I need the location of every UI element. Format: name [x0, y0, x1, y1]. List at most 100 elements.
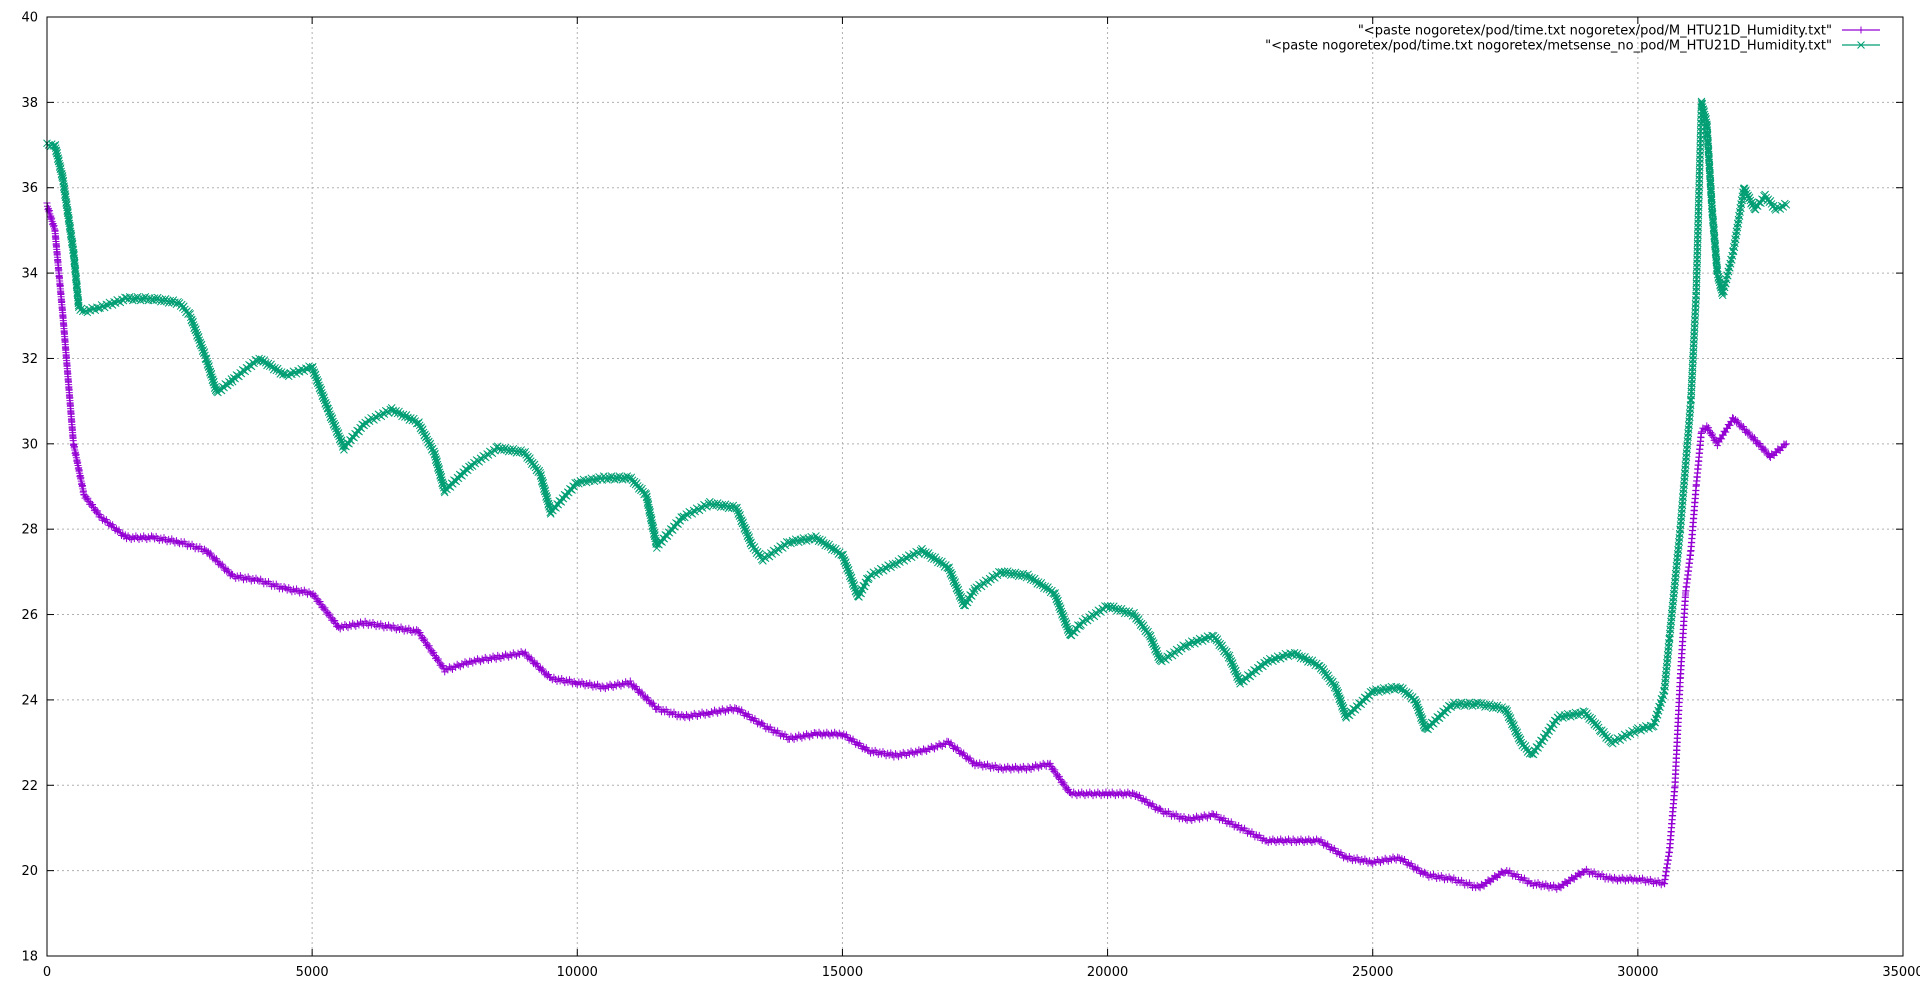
cross-marker	[198, 343, 206, 352]
plus-marker	[1626, 873, 1634, 881]
plus-marker	[414, 627, 422, 635]
cross-marker	[200, 348, 209, 356]
plus-marker	[316, 598, 324, 606]
plus-marker	[1704, 425, 1712, 433]
plus-marker	[728, 705, 736, 713]
cross-marker	[846, 571, 855, 580]
plus-marker	[706, 711, 714, 719]
plus-marker	[828, 729, 836, 737]
plus-marker	[1294, 836, 1302, 844]
cross-marker	[192, 328, 201, 337]
plus-marker	[1305, 835, 1313, 843]
plus-marker	[224, 566, 232, 574]
grid-lines	[47, 17, 1903, 956]
cross-marker	[945, 566, 954, 575]
plus-marker	[1606, 873, 1614, 881]
cross-marker	[319, 391, 327, 399]
cross-marker	[545, 501, 554, 510]
plus-marker	[644, 694, 652, 702]
plus-marker	[497, 655, 505, 663]
plus-marker	[1051, 766, 1059, 774]
plus-marker	[1607, 874, 1615, 882]
cross-marker	[951, 578, 960, 586]
series-layer	[43, 97, 1791, 893]
plus-marker	[649, 699, 657, 707]
plus-marker	[1196, 815, 1204, 823]
cross-marker	[195, 336, 204, 345]
plus-marker	[1756, 439, 1764, 447]
plus-marker	[1718, 435, 1726, 443]
plus-marker	[1751, 434, 1759, 442]
x-tick-label: 10000	[557, 965, 598, 980]
plus-marker	[1734, 417, 1742, 425]
plus-marker	[437, 660, 445, 668]
x-tick-label: 25000	[1352, 965, 1393, 980]
plus-marker	[998, 764, 1006, 772]
plus-marker	[1066, 789, 1074, 797]
plus-marker	[505, 653, 513, 661]
plus-marker	[132, 532, 140, 540]
cross-marker	[320, 393, 328, 402]
legend-label: "<paste nogoretex/pod/time.txt nogoretex…	[1358, 24, 1832, 39]
plus-marker	[1091, 789, 1099, 797]
y-tick-label: 32	[21, 352, 38, 367]
plus-marker	[1075, 789, 1083, 797]
plus-marker	[895, 753, 903, 761]
plus-marker	[469, 659, 477, 667]
plus-marker	[1188, 816, 1196, 824]
plus-marker	[1078, 788, 1086, 796]
series-1	[43, 199, 1790, 893]
cross-marker	[336, 434, 345, 443]
plus-marker	[280, 583, 288, 591]
plus-marker	[806, 733, 814, 741]
plus-marker	[632, 683, 640, 691]
plus-marker	[807, 730, 815, 738]
plus-marker	[572, 679, 580, 687]
plus-marker	[1263, 837, 1271, 845]
plus-marker	[1270, 837, 1278, 845]
plus-marker	[1071, 790, 1079, 798]
plus-marker	[790, 735, 798, 743]
plus-marker	[1391, 855, 1399, 863]
plus-marker	[416, 628, 424, 636]
plus-marker	[1070, 788, 1078, 796]
cross-marker	[328, 414, 337, 423]
plus-marker	[431, 651, 439, 659]
cross-marker	[334, 429, 343, 437]
cross-marker	[466, 463, 474, 472]
x-tick-label: 30000	[1617, 965, 1658, 980]
plus-marker	[1013, 764, 1021, 772]
plus-marker	[1722, 428, 1730, 436]
plus-marker	[1274, 836, 1282, 844]
cross-marker	[955, 588, 963, 597]
plus-marker	[714, 709, 722, 717]
plus-marker	[1203, 814, 1211, 822]
plus-marker	[419, 633, 427, 641]
y-tick-label: 38	[21, 96, 38, 111]
cross-marker	[205, 362, 213, 370]
cross-marker	[325, 406, 334, 415]
plus-marker	[609, 683, 617, 691]
plus-marker	[212, 555, 220, 563]
plus-marker	[1086, 788, 1094, 796]
plus-marker	[435, 658, 443, 666]
plus-marker	[1610, 873, 1618, 881]
y-tick-label: 18	[21, 950, 38, 965]
plus-marker	[321, 604, 329, 612]
cross-marker	[208, 375, 217, 384]
plus-marker	[831, 728, 839, 736]
plus-marker	[1615, 874, 1623, 882]
cross-marker	[329, 417, 337, 426]
plus-marker	[133, 534, 141, 542]
cross-marker	[186, 310, 195, 318]
plus-marker	[812, 729, 820, 737]
cross-marker	[733, 506, 742, 515]
cross-marker	[956, 590, 964, 599]
cross-marker	[313, 375, 322, 384]
plus-marker	[386, 623, 394, 631]
cross-marker	[193, 330, 202, 339]
plus-marker	[1620, 875, 1628, 883]
plus-marker	[721, 708, 729, 716]
y-tick-label: 26	[21, 608, 38, 623]
